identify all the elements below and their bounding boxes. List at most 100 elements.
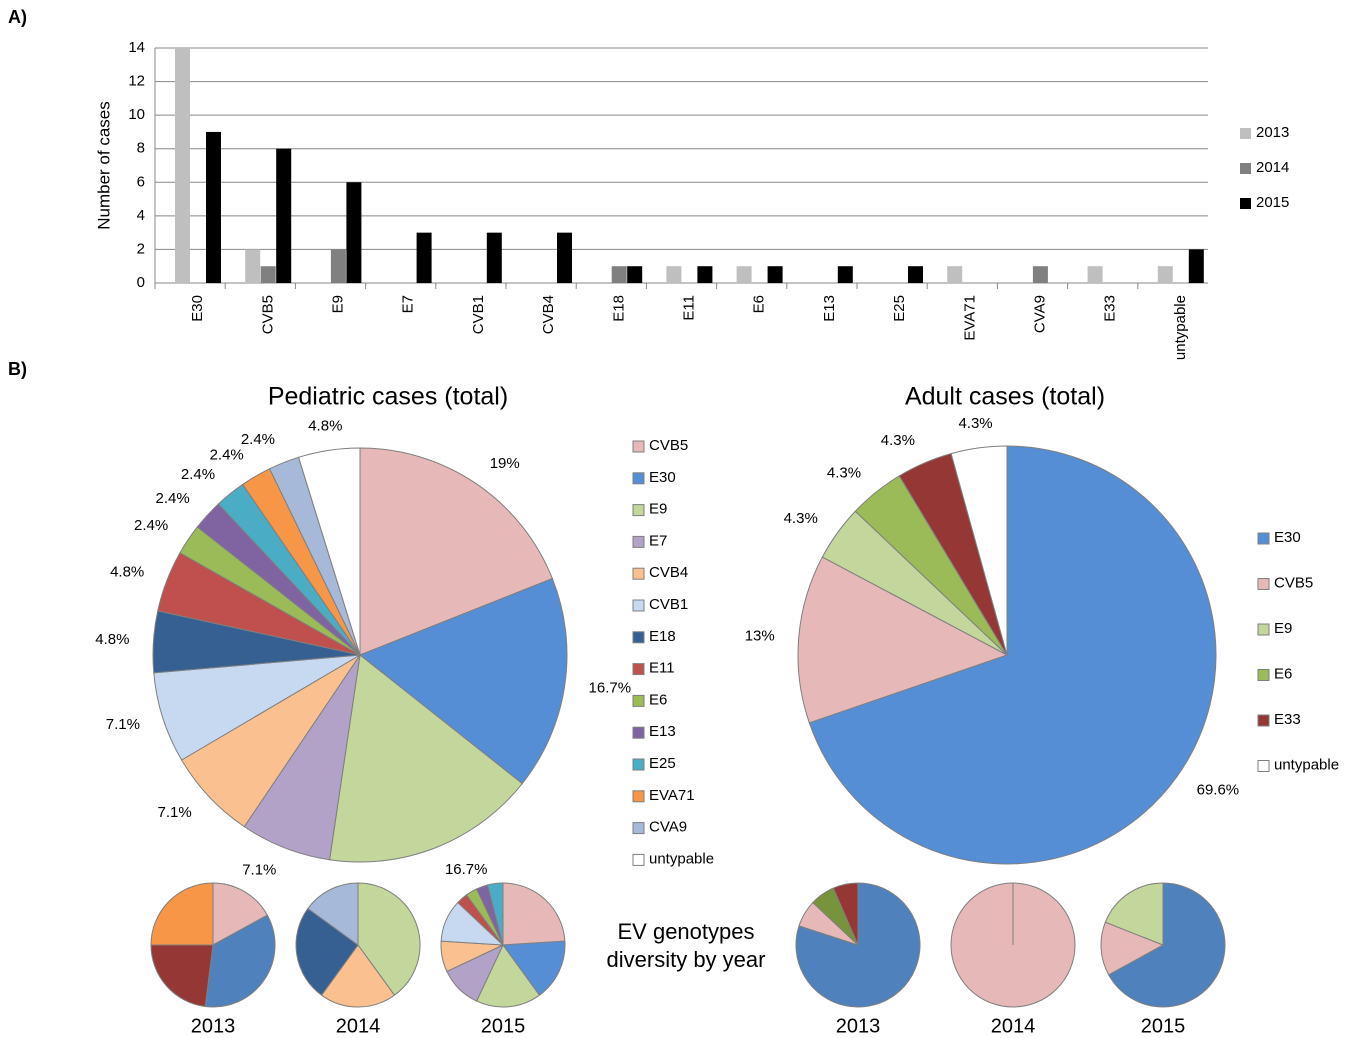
bar (1087, 266, 1103, 283)
legend-swatch (1240, 198, 1251, 209)
bar (1032, 266, 1048, 283)
data-label: 2.4% (241, 431, 275, 448)
data-label: 7.1% (106, 716, 140, 733)
pie-slice (797, 556, 1009, 724)
x-tick-label: E7 (400, 295, 417, 313)
x-tick-label: untypable (1172, 295, 1189, 360)
y-tick-label: 2 (137, 240, 145, 257)
x-tick-label: E30 (189, 295, 206, 322)
pie-slice (808, 445, 1217, 865)
y-tick-label: 12 (128, 73, 145, 90)
data-label: 16.7% (445, 861, 488, 878)
bar (1157, 266, 1173, 283)
x-tick-label: E33 (1102, 295, 1119, 322)
legend-swatch (632, 853, 645, 866)
pie-slice (1107, 882, 1226, 1008)
x-tick-label: E13 (821, 295, 838, 322)
pie-slice (1104, 882, 1164, 946)
bar (416, 232, 432, 283)
data-label: 4.3% (958, 415, 992, 432)
pie-slice (950, 445, 1008, 656)
x-tick-label: EVA71 (961, 295, 978, 341)
bar (330, 249, 346, 283)
chart-title: 2013 (191, 1015, 236, 1037)
legend-swatch (1257, 578, 1270, 590)
chart-title: 2015 (481, 1015, 526, 1037)
bar (767, 266, 783, 283)
data-label: 4.8% (95, 631, 129, 648)
data-label: 2.4% (134, 517, 168, 534)
legend-label: E11 (649, 660, 675, 677)
legend-swatch (1257, 669, 1270, 681)
bar (611, 266, 627, 283)
pie-slice (359, 447, 554, 656)
data-label: 2.4% (156, 490, 190, 507)
pie-slice (1100, 921, 1165, 976)
legend-swatch (1240, 128, 1251, 139)
bar (666, 266, 682, 283)
legend-swatch (632, 504, 645, 517)
pie-slice (502, 940, 566, 996)
legend-label: E6 (1274, 665, 1292, 682)
y-tick-label: 6 (137, 173, 145, 190)
data-label: 4.3% (881, 432, 915, 449)
legend-label: EVA71 (649, 787, 695, 804)
legend-label: CVB5 (1274, 574, 1313, 591)
x-tick-label: E11 (680, 295, 697, 321)
pie-slice (295, 907, 359, 996)
legend-swatch (1240, 163, 1251, 174)
bar (697, 266, 713, 283)
legend-swatch (632, 663, 645, 676)
pie-slice (502, 882, 566, 946)
data-label: 4.3% (784, 510, 818, 527)
pie-slice (297, 447, 361, 656)
data-label: 7.1% (242, 861, 276, 878)
x-tick-label: E6 (751, 295, 768, 313)
panel-label: B) (8, 359, 27, 379)
legend-label: E25 (649, 755, 676, 772)
legend-swatch (632, 440, 645, 453)
legend-label: CVB5 (649, 437, 688, 454)
legend-swatch (632, 758, 645, 771)
data-label: 2.4% (181, 466, 215, 483)
bar (206, 131, 221, 283)
chart-title: 2014 (991, 1015, 1036, 1037)
legend-label: E9 (649, 501, 667, 518)
legend-label: E33 (1274, 711, 1301, 728)
bar (276, 148, 292, 283)
bar (346, 182, 362, 283)
y-tick-label: 14 (128, 39, 145, 56)
y-axis-title: Number of cases (94, 101, 113, 230)
legend-swatch (632, 822, 645, 835)
data-label: 19% (490, 455, 520, 472)
legend-swatch (1257, 623, 1270, 636)
legend-label: CVA9 (649, 819, 687, 836)
bar (908, 266, 923, 283)
legend-swatch (632, 567, 645, 580)
legend-label: 2015 (1256, 194, 1289, 211)
bar (486, 232, 502, 283)
data-label: 4.3% (827, 464, 861, 481)
pie-slice (150, 944, 214, 1008)
pie-slice (475, 944, 541, 1008)
bar (245, 249, 261, 283)
x-tick-label: CVA9 (1031, 295, 1048, 333)
pie-slice (204, 914, 276, 1008)
x-tick-label: E9 (329, 295, 346, 313)
x-tick-label: E18 (610, 295, 627, 322)
y-tick-label: 8 (137, 140, 145, 157)
pie-slice (320, 944, 396, 1008)
bar (947, 266, 963, 283)
data-label: 7.1% (158, 804, 192, 821)
legend-swatch (632, 790, 645, 803)
chart-title: 2015 (1141, 1015, 1186, 1037)
y-tick-label: 4 (137, 207, 145, 224)
chart-title: Adult cases (total) (905, 383, 1105, 411)
legend-label: E30 (649, 469, 676, 486)
x-tick-label: CVB5 (259, 295, 276, 334)
pie-slice (832, 882, 859, 946)
legend-swatch (632, 631, 645, 644)
data-label: 4.8% (110, 563, 144, 580)
